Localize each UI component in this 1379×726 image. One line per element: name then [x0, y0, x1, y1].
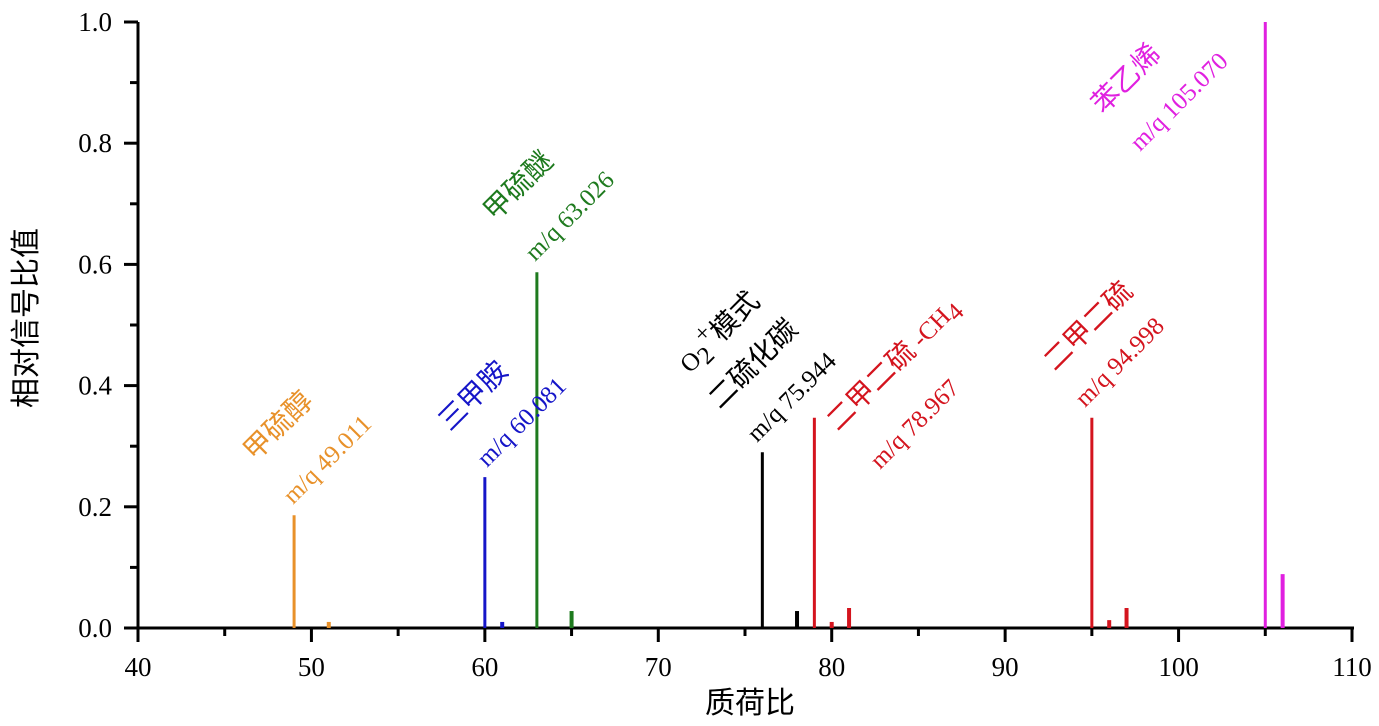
svg-text:二甲二硫 -CH4: 二甲二硫 -CH4 — [820, 290, 970, 440]
x-axis: 40 50 60 70 80 90 100 110 — [125, 626, 1372, 682]
x-axis-title: 质荷比 — [705, 686, 795, 721]
x-tick-label: 60 — [471, 652, 498, 682]
annotation-methanethiol: 甲硫醇 — [237, 384, 320, 467]
x-tick-label: 70 — [645, 652, 672, 682]
annotation-dimethyl-sulfide: 甲硫醚 — [477, 144, 560, 227]
y-tick-label: 0.2 — [78, 492, 112, 522]
y-tick-label: 1.0 — [78, 7, 112, 37]
svg-text:甲硫醇: 甲硫醇 — [237, 384, 320, 467]
annotation-dmds-minus-ch4: 二甲二硫 -CH4 — [820, 290, 970, 440]
x-tick-label: 80 — [818, 652, 845, 682]
x-tick-label: 50 — [298, 652, 325, 682]
svg-text:甲硫醚: 甲硫醚 — [477, 144, 560, 227]
peak-sticks — [292, 22, 1285, 628]
y-axis-title: 相对信号比值 — [9, 228, 44, 408]
y-tick-label: 0.8 — [78, 128, 112, 158]
y-axis: 0.0 0.2 0.4 0.6 0.8 1.0 — [78, 7, 140, 643]
x-tick-label: 100 — [1158, 652, 1199, 682]
y-tick-label: 0.4 — [78, 371, 112, 401]
y-tick-label: 0.0 — [78, 613, 112, 643]
x-tick-label: 40 — [125, 652, 152, 682]
peak-annotations: 甲硫醇 m/q 49.011 三甲胺 m/q 60.081 甲硫醚 m/q 63… — [237, 37, 1234, 509]
x-tick-label: 90 — [992, 652, 1019, 682]
x-tick-label: 110 — [1332, 652, 1372, 682]
y-tick-label: 0.6 — [78, 249, 112, 279]
